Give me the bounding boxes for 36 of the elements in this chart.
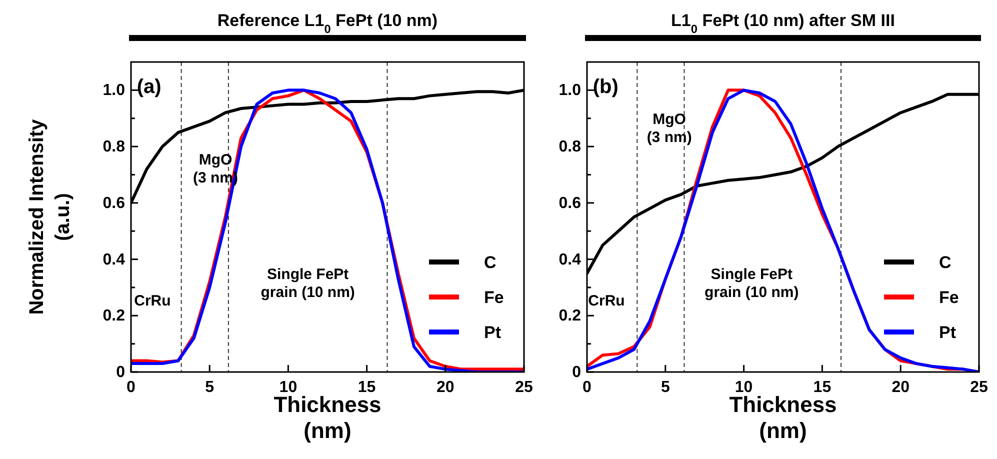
legend-label: Pt — [484, 323, 502, 342]
y-tick-label: 0.8 — [102, 138, 126, 156]
chart-title: Reference L1$_{0}$ FePt (10 nm) — [217, 11, 438, 36]
y-tick-label: 0.2 — [558, 308, 582, 325]
chart-title: L1$_{0}$ FePt (10 nm) after SM III — [671, 11, 895, 36]
annotation: Single FePt grain (10 nm) — [704, 266, 799, 301]
y-tick-label: 0.4 — [102, 251, 126, 268]
legend-label: Fe — [484, 288, 504, 307]
y-tick-label: 0.4 — [558, 251, 582, 268]
x-tick-label: 25 — [970, 379, 988, 396]
x-tick-label: 0 — [126, 379, 136, 396]
annotation: CrRu — [588, 292, 625, 310]
x-tick-label: 20 — [436, 379, 454, 396]
x-tick-label: 5 — [660, 379, 670, 396]
y-tick-label: 0 — [572, 364, 582, 381]
legend-label: Pt — [939, 323, 956, 342]
annotation: Single FePt grain (10 nm) — [260, 266, 355, 301]
y-tick-label: 0.6 — [558, 194, 582, 212]
legend-label: Fe — [939, 288, 959, 307]
annotation: CrRu — [134, 292, 171, 310]
y-tick-label: 0.6 — [102, 194, 126, 212]
legend-label: C — [484, 253, 496, 272]
annotation: (a) — [136, 76, 162, 98]
y-tick-label: 0.2 — [102, 308, 126, 325]
y-tick-label: 1.0 — [102, 82, 126, 100]
y-tick-label: 1.0 — [558, 82, 582, 100]
x-tick-label: 25 — [515, 379, 533, 396]
x-tick-label: 5 — [205, 379, 214, 396]
annotation: MgO (3 nm) — [646, 111, 692, 146]
y-tick-label: 0 — [116, 364, 126, 381]
annotation: (b) — [592, 76, 618, 98]
y-axis-title: Normalized Intensity (a.u.) — [26, 118, 74, 315]
x-tick-label: 0 — [582, 379, 592, 396]
y-tick-label: 0.8 — [558, 138, 582, 156]
legend-label: C — [939, 253, 952, 272]
x-tick-label: 20 — [892, 379, 910, 396]
